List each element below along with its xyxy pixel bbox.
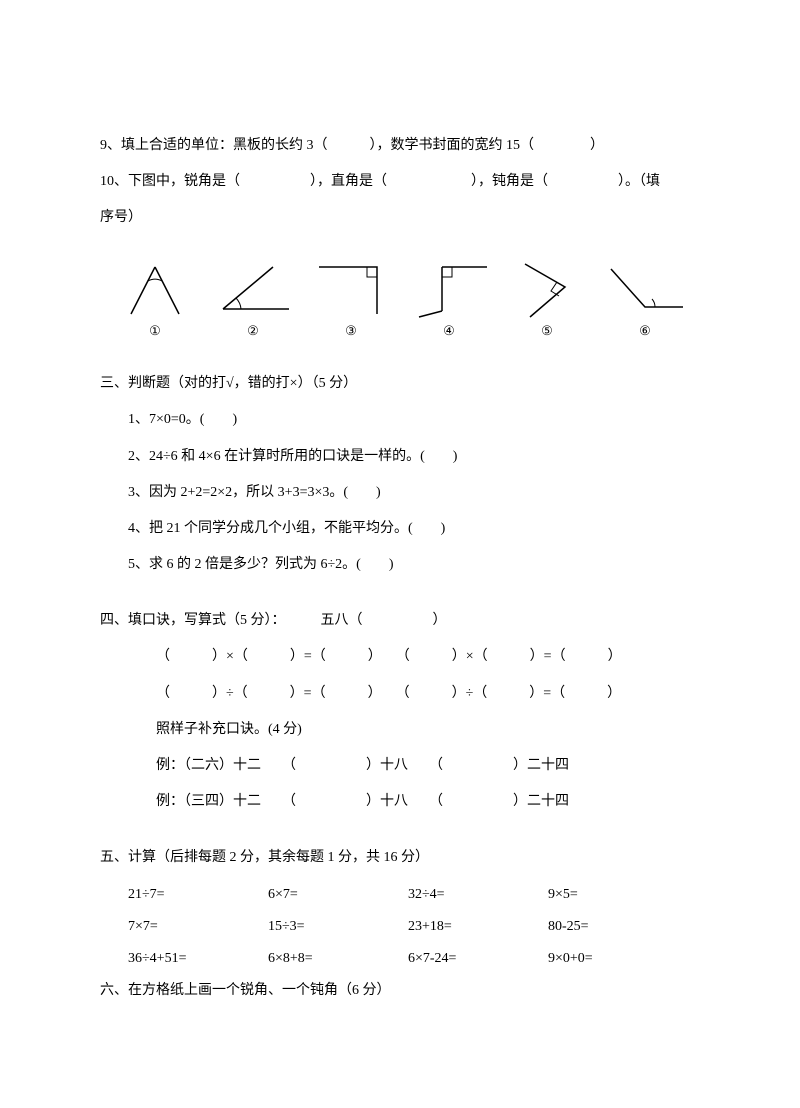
calc-cell: 7×7= xyxy=(128,911,268,943)
calc-cell: 15÷3= xyxy=(268,911,408,943)
angle-5: ⑤ xyxy=(502,259,592,339)
angle-label-3: ③ xyxy=(345,323,357,339)
section-3-title: 三、判断题（对的打√，错的打×）（5 分） xyxy=(100,368,700,400)
angle-3: ③ xyxy=(306,259,396,339)
calc-cell: 32÷4= xyxy=(408,879,548,911)
calc-cell: 9×5= xyxy=(548,879,688,911)
section-6-title: 六、在方格纸上画一个锐角、一个钝角（6 分） xyxy=(100,975,700,1007)
question-10-line2: 序号） xyxy=(100,202,700,234)
section-5-title: 五、计算（后排每题 2 分，其余每题 1 分，共 16 分） xyxy=(100,842,700,874)
calc-cell: 6×8+8= xyxy=(268,943,408,975)
angle-label-2: ② xyxy=(247,323,259,339)
calc-cell: 9×0+0= xyxy=(548,943,688,975)
question-10-line1: 10、下图中，锐角是（ ），直角是（ ），钝角是（ ）。（填 xyxy=(100,166,700,198)
calc-cell: 80-25= xyxy=(548,911,688,943)
section-4-title: 四、填口诀，写算式（5 分）： 五八（ ） xyxy=(100,605,700,637)
calc-row-3: 36÷4+51= 6×8+8= 6×7-24= 9×0+0= xyxy=(100,943,700,975)
section-3-item-3: 3、因为 2+2=2×2，所以 3+3=3×3。( ) xyxy=(100,477,700,509)
question-9: 9、填上合适的单位：黑板的长约 3（ ），数学书封面的宽约 15（ ） xyxy=(100,130,700,162)
angle-label-4: ④ xyxy=(443,323,455,339)
angle-label-1: ① xyxy=(149,323,161,339)
calc-cell: 36÷4+51= xyxy=(128,943,268,975)
section-4-row-5: 例：（三四）十二 （ ）十八 （ ）二十四 xyxy=(100,786,700,818)
section-4-row-4: 例：（二六）十二 （ ）十八 （ ）二十四 xyxy=(100,750,700,782)
calc-row-2: 7×7= 15÷3= 23+18= 80-25= xyxy=(100,911,700,943)
angle-6: ⑥ xyxy=(600,259,690,339)
angle-label-6: ⑥ xyxy=(639,323,651,339)
angles-figure-row: ① ② ③ ④ ⑤ ⑥ xyxy=(100,239,700,349)
section-4-row-3: 照样子补充口诀。(4 分) xyxy=(100,714,700,746)
section-4-row-2: （ ）÷（ ）=（ ） （ ）÷（ ）=（ ） xyxy=(100,678,700,710)
calc-cell: 21÷7= xyxy=(128,879,268,911)
calc-cell: 6×7= xyxy=(268,879,408,911)
section-4-row-1: （ ）×（ ）=（ ） （ ）×（ ）=（ ） xyxy=(100,641,700,673)
angle-1: ① xyxy=(110,259,200,339)
section-3-item-2: 2、24÷6 和 4×6 在计算时所用的口诀是一样的。( ) xyxy=(100,441,700,473)
section-3-item-4: 4、把 21 个同学分成几个小组，不能平均分。( ) xyxy=(100,513,700,545)
angle-2: ② xyxy=(208,259,298,339)
calc-cell: 23+18= xyxy=(408,911,548,943)
section-3-item-1: 1、7×0=0。( ) xyxy=(100,404,700,436)
section-3-item-5: 5、求 6 的 2 倍是多少？列式为 6÷2。( ) xyxy=(100,549,700,581)
angle-label-5: ⑤ xyxy=(541,323,553,339)
angle-4: ④ xyxy=(404,259,494,339)
calc-cell: 6×7-24= xyxy=(408,943,548,975)
calc-row-1: 21÷7= 6×7= 32÷4= 9×5= xyxy=(100,879,700,911)
